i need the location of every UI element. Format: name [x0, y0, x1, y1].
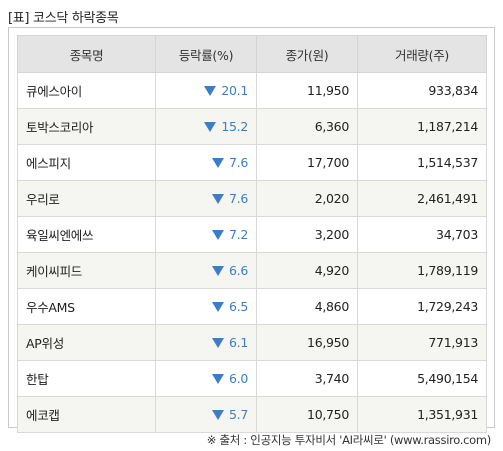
change-rate: 6.5 [155, 288, 257, 325]
trade-volume: 1,514,537 [357, 144, 487, 181]
close-price: 3,740 [256, 360, 358, 397]
down-triangle-icon [212, 157, 225, 168]
down-triangle-icon [204, 121, 217, 132]
change-rate: 20.1 [155, 72, 257, 109]
down-triangle-icon [204, 85, 217, 96]
trade-volume: 1,789,119 [357, 252, 487, 289]
table-row: 큐에스아이 20.1 11,950 933,834 [17, 72, 487, 109]
down-triangle-icon [212, 337, 225, 348]
trade-volume: 933,834 [357, 72, 487, 109]
table-row: 케이씨피드 6.6 4,920 1,789,119 [17, 252, 487, 289]
close-price: 6,360 [256, 108, 358, 145]
table-frame: 종목명 등락률(%) 종가(원) 거래량(주) 큐에스아이 20.1 11,950 9… [8, 27, 495, 433]
down-triangle-icon [212, 409, 225, 420]
table-row: 에코캡 5.7 10,750 1,351,931 [17, 396, 487, 433]
trade-volume: 34,703 [357, 216, 487, 253]
column-header-name: 종목명 [17, 35, 156, 73]
close-price: 17,700 [256, 144, 358, 181]
change-rate-value: 20.1 [221, 83, 248, 98]
close-price: 2,020 [256, 180, 358, 217]
down-triangle-icon [212, 373, 225, 384]
change-rate-value: 5.7 [229, 407, 248, 422]
trade-volume: 1,729,243 [357, 288, 487, 325]
trade-volume: 771,913 [357, 324, 487, 361]
stock-table: 종목명 등락률(%) 종가(원) 거래량(주) 큐에스아이 20.1 11,950 9… [17, 35, 487, 433]
stock-name: 에스피지 [17, 144, 156, 181]
change-rate-value: 6.1 [229, 335, 248, 350]
stock-name: 우수AMS [17, 288, 156, 325]
trade-volume: 1,187,214 [357, 108, 487, 145]
column-header-volume: 거래량(주) [357, 35, 487, 73]
trade-volume: 5,490,154 [357, 360, 487, 397]
trade-volume: 2,461,491 [357, 180, 487, 217]
change-rate: 15.2 [155, 108, 257, 145]
close-price: 10,750 [256, 396, 358, 433]
down-triangle-icon [212, 193, 225, 204]
stock-name: 우리로 [17, 180, 156, 217]
stock-name: 토박스코리아 [17, 108, 156, 145]
close-price: 11,950 [256, 72, 358, 109]
stock-name: AP위성 [17, 324, 156, 361]
stock-name: 큐에스아이 [17, 72, 156, 109]
table-row: 육일씨엔에쓰 7.2 3,200 34,703 [17, 216, 487, 253]
change-rate: 7.6 [155, 180, 257, 217]
change-rate: 6.6 [155, 252, 257, 289]
stock-name: 육일씨엔에쓰 [17, 216, 156, 253]
change-rate: 6.1 [155, 324, 257, 361]
column-header-rate: 등락률(%) [155, 35, 257, 73]
change-rate-value: 7.6 [229, 155, 248, 170]
table-row: 우수AMS 6.5 4,860 1,729,243 [17, 288, 487, 325]
table-title: [표] 코스닥 하락종목 [8, 11, 119, 26]
table-row: AP위성 6.1 16,950 771,913 [17, 324, 487, 361]
source-note: ※ 출처 : 인공지능 투자비서 'AI라씨로' (www.rassiro.co… [206, 433, 492, 447]
change-rate-value: 6.0 [229, 371, 248, 386]
change-rate-value: 15.2 [221, 119, 248, 134]
table-row: 우리로 7.6 2,020 2,461,491 [17, 180, 487, 217]
change-rate-value: 7.6 [229, 191, 248, 206]
change-rate-value: 7.2 [229, 227, 248, 242]
close-price: 3,200 [256, 216, 358, 253]
down-triangle-icon [212, 301, 225, 312]
header-row: 종목명 등락률(%) 종가(원) 거래량(주) [17, 35, 487, 73]
table-row: 에스피지 7.6 17,700 1,514,537 [17, 144, 487, 181]
close-price: 16,950 [256, 324, 358, 361]
stock-name: 케이씨피드 [17, 252, 156, 289]
change-rate-value: 6.5 [229, 299, 248, 314]
change-rate: 5.7 [155, 396, 257, 433]
down-triangle-icon [212, 265, 225, 276]
close-price: 4,860 [256, 288, 358, 325]
table-row: 한탑 6.0 3,740 5,490,154 [17, 360, 487, 397]
trade-volume: 1,351,931 [357, 396, 487, 433]
down-triangle-icon [212, 229, 225, 240]
close-price: 4,920 [256, 252, 358, 289]
change-rate: 7.6 [155, 144, 257, 181]
table-row: 토박스코리아 15.2 6,360 1,187,214 [17, 108, 487, 145]
stock-name: 한탑 [17, 360, 156, 397]
change-rate: 6.0 [155, 360, 257, 397]
column-header-price: 종가(원) [256, 35, 358, 73]
change-rate-value: 6.6 [229, 263, 248, 278]
change-rate: 7.2 [155, 216, 257, 253]
stock-name: 에코캡 [17, 396, 156, 433]
